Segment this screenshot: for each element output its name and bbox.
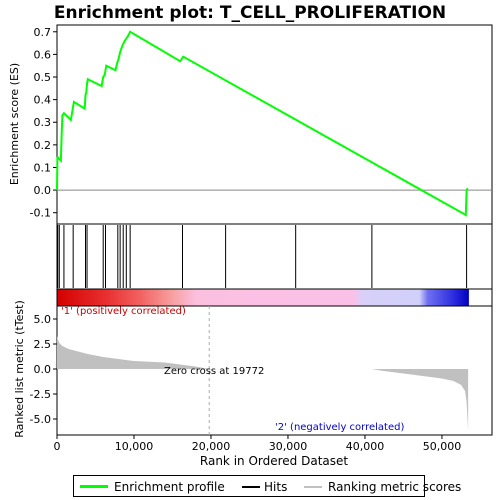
es-y-tick-label: 0.4 <box>34 94 52 107</box>
es-y-tick-label: -0.1 <box>30 207 51 220</box>
es-y-tick-label: 0.5 <box>34 71 52 84</box>
es-profile-line <box>56 30 469 217</box>
es-y-axis-label: Enrichment score (ES) <box>8 63 21 185</box>
legend-hits-swatch <box>242 486 260 488</box>
x-tick-label: 50,000 <box>423 440 462 453</box>
rank-y-tick-label: -2.5 <box>30 388 51 401</box>
x-tick-label: 30,000 <box>269 440 308 453</box>
legend: Enrichment profile Hits Ranking metric s… <box>73 475 461 497</box>
rank-color-bar <box>56 288 493 307</box>
es-y-tick-label: 0.0 <box>34 184 52 197</box>
es-y-tick-label: 0.6 <box>34 48 52 61</box>
hits-panel <box>56 223 493 290</box>
positive-correlation-label: '1' (positively correlated) <box>61 306 186 317</box>
legend-metric-swatch <box>304 486 322 488</box>
es-y-tick-label: 0.1 <box>34 161 52 174</box>
enrichment-score-panel: -0.1 0.0 0.1 0.2 0.3 0.4 0.5 0.6 0.7 Enrichment … <box>8 24 493 225</box>
chart-title: Enrichment plot: T_CELL_PROLIFERATION <box>54 3 446 23</box>
legend-profile-swatch <box>80 485 108 488</box>
x-tick-label: 40,000 <box>346 440 385 453</box>
legend-profile-label: Enrichment profile <box>114 480 225 494</box>
es-y-tick-label: 0.2 <box>34 139 52 152</box>
x-tick-label: 20,000 <box>192 440 231 453</box>
zero-cross-label: Zero cross at 19772 <box>164 366 264 377</box>
legend-metric-label: Ranking metric scores <box>328 480 462 494</box>
rank-y-axis-label: Ranked list metric (tTest) <box>13 300 26 437</box>
x-tick-label: 10,000 <box>115 440 154 453</box>
legend-hits-label: Hits <box>264 480 288 494</box>
rank-y-tick-label: 2.5 <box>34 338 52 351</box>
rank-y-tick-label: 0.0 <box>34 363 52 376</box>
x-axis-label: Rank in Ordered Dataset <box>200 454 348 468</box>
es-y-tick-label: 0.3 <box>34 116 52 129</box>
x-tick-label: 0 <box>54 440 61 453</box>
rank-y-tick-label: -5.0 <box>30 413 51 426</box>
rank-y-tick-label: 5.0 <box>34 313 52 326</box>
es-y-tick-label: 0.7 <box>34 26 52 39</box>
ranking-metric-panel: -5.0 -2.5 0.0 2.5 5.0 0 10,000 20,000 30,000 40,… <box>13 300 493 468</box>
negative-correlation-label: '2' (negatively correlated) <box>275 422 404 433</box>
